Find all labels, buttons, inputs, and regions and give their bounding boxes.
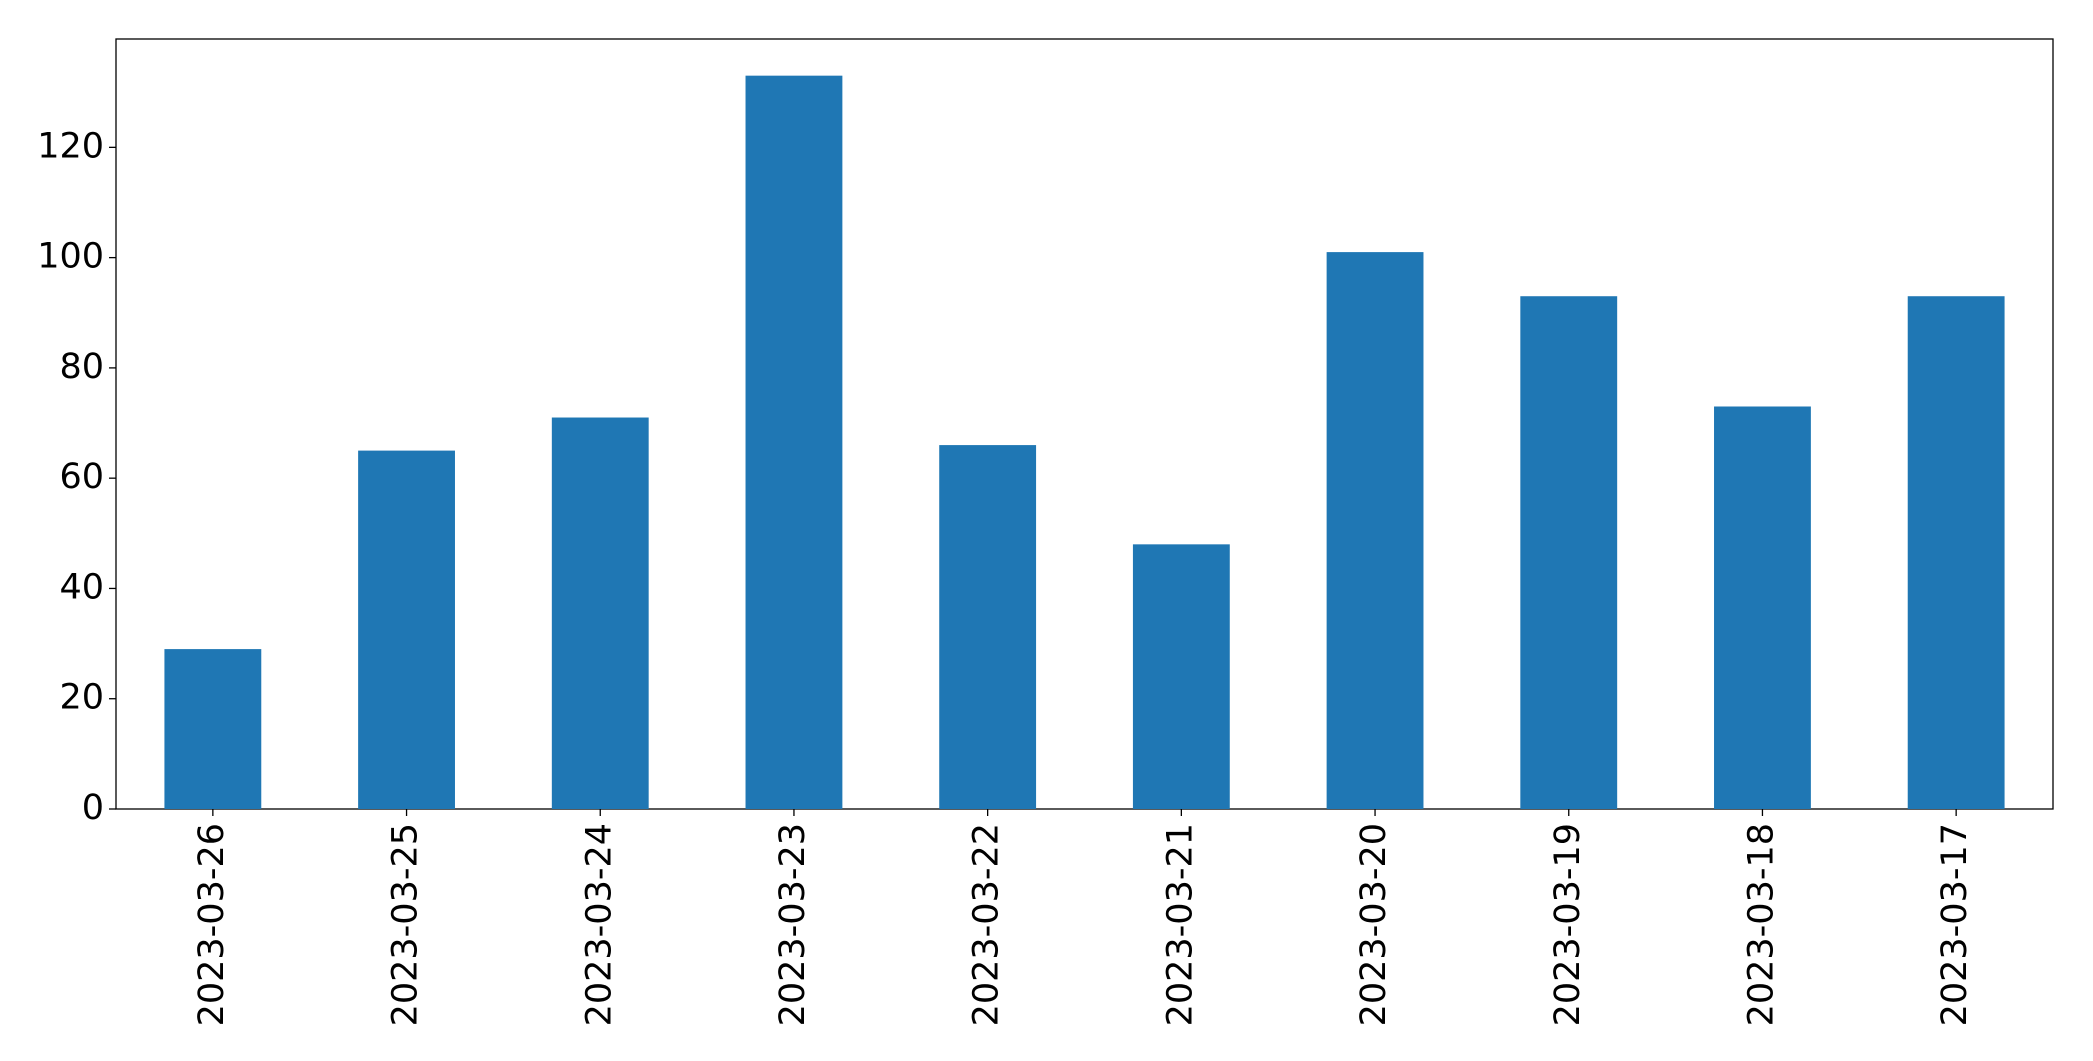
bar bbox=[1132, 544, 1230, 809]
y-tick-label: 0 bbox=[82, 788, 104, 828]
plot-frame bbox=[115, 38, 2054, 810]
bar bbox=[1714, 406, 1811, 809]
bar bbox=[745, 75, 843, 809]
y-tick-label: 60 bbox=[59, 457, 104, 497]
x-tick-label: 2023-03-23 bbox=[773, 823, 813, 1026]
x-tick-label: 2023-03-25 bbox=[386, 823, 426, 1026]
x-tick-label: 2023-03-19 bbox=[1548, 823, 1588, 1026]
bar bbox=[1326, 252, 1424, 809]
y-tick-label: 20 bbox=[59, 678, 104, 718]
bar bbox=[1520, 296, 1618, 810]
y-tick-label: 40 bbox=[59, 567, 104, 607]
bar bbox=[164, 649, 262, 809]
x-tick-label: 2023-03-26 bbox=[192, 823, 232, 1026]
bar bbox=[551, 417, 649, 809]
x-tick-label: 2023-03-22 bbox=[967, 823, 1007, 1026]
x-tick-label: 2023-03-20 bbox=[1354, 823, 1394, 1026]
y-tick-label: 80 bbox=[59, 347, 104, 387]
x-tick-label: 2023-03-21 bbox=[1160, 823, 1200, 1026]
bar bbox=[939, 445, 1037, 809]
y-tick-label: 120 bbox=[37, 126, 104, 166]
x-tick-label: 2023-03-17 bbox=[1935, 823, 1975, 1026]
x-tick-label: 2023-03-18 bbox=[1741, 823, 1781, 1026]
bar bbox=[1907, 296, 2005, 810]
x-tick-label: 2023-03-24 bbox=[579, 823, 619, 1026]
bar bbox=[358, 450, 455, 809]
y-tick-label: 100 bbox=[37, 237, 104, 277]
